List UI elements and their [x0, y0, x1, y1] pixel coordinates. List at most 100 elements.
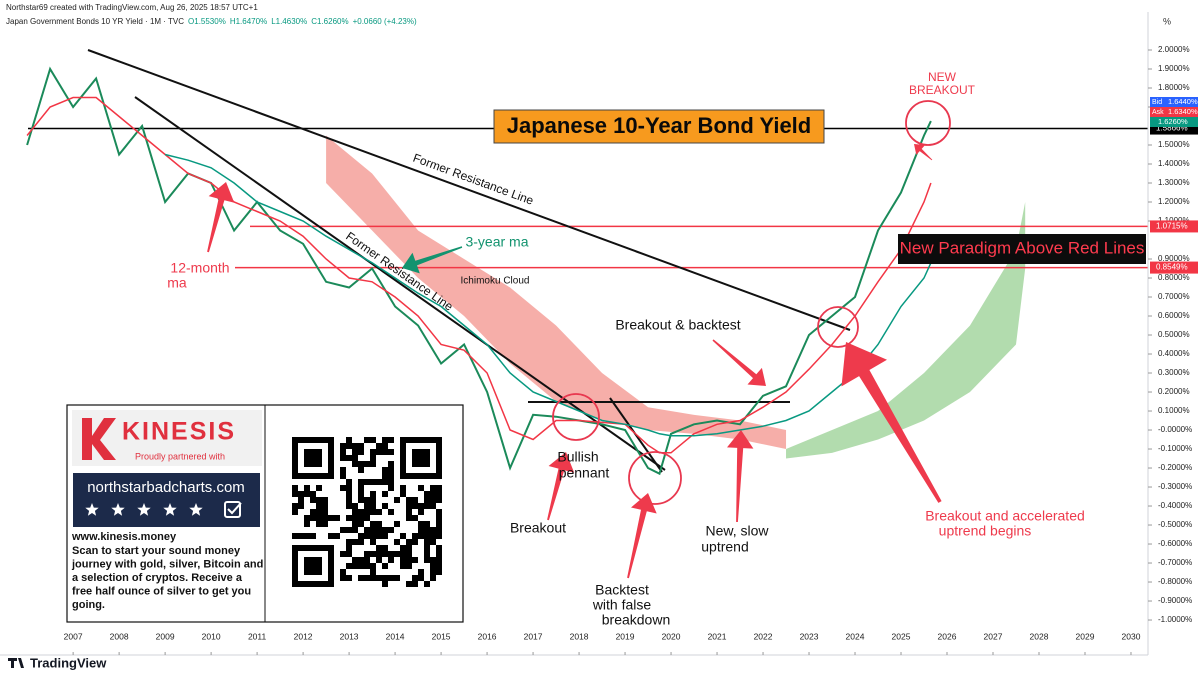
- y-tick-label: 2.0000%: [1158, 45, 1190, 54]
- qr-cell: [418, 575, 424, 581]
- highlight-circle: [628, 451, 682, 505]
- qr-cell: [346, 527, 352, 533]
- x-tick-label: 2007: [64, 631, 83, 641]
- qr-cell: [382, 443, 388, 449]
- price-tag-label: 1.6340%: [1168, 107, 1198, 116]
- x-tick-label: 2020: [662, 631, 681, 641]
- y-tick-label: 0.4000%: [1158, 349, 1190, 358]
- qr-cell: [430, 575, 436, 581]
- x-tick-label: 2023: [800, 631, 819, 641]
- qr-cell: [340, 473, 346, 479]
- qr-cell: [406, 557, 412, 563]
- qr-cell: [394, 521, 400, 527]
- ohlc-value: O1.5530%: [188, 17, 226, 26]
- qr-cell: [346, 563, 352, 569]
- series-line: [26, 96, 932, 454]
- series-line: [164, 153, 932, 437]
- qr-cell: [358, 509, 364, 515]
- qr-cell: [364, 479, 370, 485]
- qr-cell: [358, 479, 364, 485]
- qr-cell: [382, 581, 388, 587]
- qr-cell: [310, 491, 316, 497]
- qr-cell: [346, 575, 352, 581]
- qr-cell: [436, 557, 442, 563]
- qr-cell: [346, 497, 352, 503]
- qr-cell: [430, 557, 436, 563]
- qr-cell: [370, 455, 376, 461]
- qr-cell: [376, 533, 382, 539]
- qr-cell: [316, 521, 322, 527]
- x-tick-label: 2009: [156, 631, 175, 641]
- qr-cell: [376, 479, 382, 485]
- qr-cell: [310, 497, 316, 503]
- price-tag-label: 1.6260%: [1158, 117, 1188, 126]
- level-tag: [1150, 220, 1198, 233]
- qr-cell: [352, 521, 358, 527]
- qr-cell: [316, 515, 322, 521]
- qr-cell: [400, 485, 406, 491]
- qr-cell: [340, 443, 346, 449]
- qr-cell: [424, 533, 430, 539]
- qr-cell: [370, 449, 376, 455]
- qr-cell: [430, 569, 436, 575]
- y-tick-label: -0.9000%: [1158, 596, 1192, 605]
- qr-cell: [376, 527, 382, 533]
- y-tick-label: -1.0000%: [1158, 615, 1192, 624]
- qr-finder-core: [304, 557, 322, 575]
- x-tick-label: 2021: [708, 631, 727, 641]
- qr-cell: [406, 509, 412, 515]
- qr-cell: [358, 557, 364, 563]
- qr-cell: [394, 497, 400, 503]
- qr-cell: [346, 479, 352, 485]
- qr-cell: [382, 479, 388, 485]
- arrow: [712, 339, 766, 386]
- ohlc-value: L1.4630%: [271, 17, 307, 26]
- y-tick-label: -0.1000%: [1158, 444, 1192, 453]
- arrow: [727, 430, 754, 522]
- qr-cell: [358, 443, 364, 449]
- qr-cell: [388, 557, 394, 563]
- qr-cell: [388, 485, 394, 491]
- qr-cell: [424, 521, 430, 527]
- qr-cell: [322, 503, 328, 509]
- x-tick-label: 2026: [938, 631, 957, 641]
- brand-mark: [8, 658, 24, 668]
- kinesis-logo: [82, 418, 116, 460]
- annotation: Breakout: [510, 520, 566, 536]
- y-tick-label: -0.7000%: [1158, 558, 1192, 567]
- qr-cell: [382, 503, 388, 509]
- annotation: Ichimoku Cloud: [461, 276, 530, 287]
- qr-cell: [382, 473, 388, 479]
- chart-title: Japanese 10-Year Bond Yield: [507, 113, 811, 138]
- qr-cell: [406, 515, 412, 521]
- y-tick-label: -0.8000%: [1158, 577, 1192, 586]
- qr-finder: [400, 437, 442, 479]
- y-tick-label: 0.2000%: [1158, 387, 1190, 396]
- annotation: uptrend begins: [939, 523, 1032, 539]
- highlight-circle: [817, 306, 859, 348]
- price-tag: [1150, 97, 1198, 107]
- qr-cell: [436, 533, 442, 539]
- qr-cell: [358, 515, 364, 521]
- qr-cell: [298, 491, 304, 497]
- qr-cell: [346, 551, 352, 557]
- qr-cell: [358, 461, 364, 467]
- qr-cell: [412, 557, 418, 563]
- qr-cell: [340, 575, 346, 581]
- qr-cell: [382, 527, 388, 533]
- x-tick-label: 2014: [386, 631, 405, 641]
- qr-cell: [340, 449, 346, 455]
- annotation: Breakout and accelerated: [925, 508, 1085, 524]
- qr-cell: [322, 515, 328, 521]
- qr-cell: [394, 575, 400, 581]
- x-tick-label: 2022: [754, 631, 773, 641]
- qr-cell: [412, 497, 418, 503]
- qr-cell: [364, 557, 370, 563]
- trendline: [134, 96, 666, 471]
- qr-cell: [364, 503, 370, 509]
- qr-cell: [292, 509, 298, 515]
- qr-cell: [370, 461, 376, 467]
- qr-cell: [304, 521, 310, 527]
- qr-cell: [364, 533, 370, 539]
- qr-cell: [340, 455, 346, 461]
